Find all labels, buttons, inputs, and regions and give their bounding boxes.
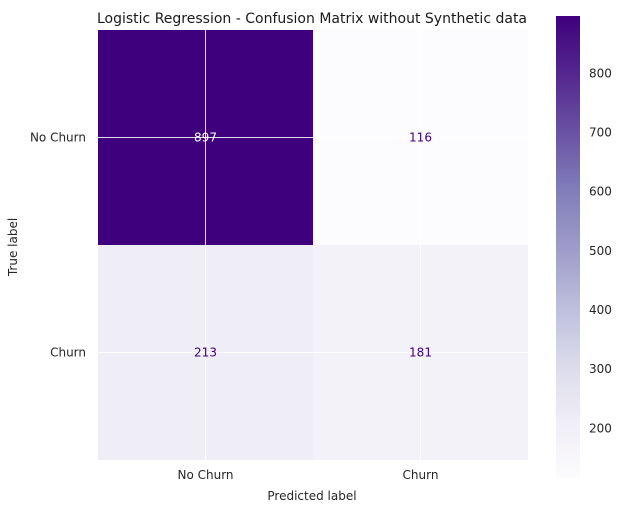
colorbar-tick-label: 700 [589,126,612,140]
heatmap-cells [98,30,528,460]
x-axis-label: Predicted label [267,489,356,503]
y-tick-label: No Churn [30,131,86,145]
colorbar-tick-label: 500 [589,244,612,258]
x-tick-labels: No Churn Churn [177,468,438,482]
cell-value-label: 213 [194,346,217,360]
colorbar-tick-label: 600 [589,185,612,199]
y-axis-label: True label [6,218,20,277]
colorbar-tick-label: 200 [589,421,612,435]
x-tick-label: No Churn [177,468,233,482]
colorbar-tick-labels: 200 300 400 500 600 700 800 [589,66,612,435]
y-tick-label: Churn [50,346,86,360]
colorbar-tick-label: 400 [589,303,612,317]
cell-value-label: 181 [409,346,432,360]
gridlines [98,30,528,460]
cell-value-label: 897 [194,131,217,145]
cell-value-label: 116 [409,131,432,145]
y-tick-labels: No Churn Churn [30,131,86,360]
colorbar-tick-label: 300 [589,362,612,376]
colorbar [556,16,580,478]
chart-title: Logistic Regression - Confusion Matrix w… [97,11,527,27]
cell-value-labels: 897 116 213 181 [194,131,432,360]
x-tick-label: Churn [403,468,439,482]
colorbar-tick-label: 800 [589,66,612,80]
